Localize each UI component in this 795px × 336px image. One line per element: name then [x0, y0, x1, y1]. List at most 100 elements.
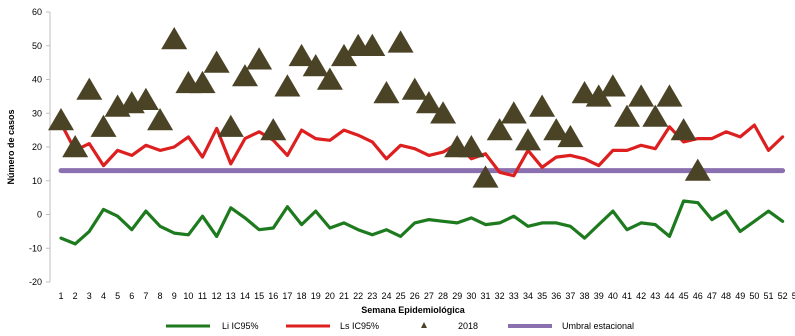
x-tick-label: 17	[282, 291, 292, 301]
x-tick-label: 27	[424, 291, 434, 301]
x-tick-label: 32	[495, 291, 505, 301]
point-2018	[585, 84, 612, 107]
x-tick-label: 28	[438, 291, 448, 301]
point-2018	[331, 43, 357, 67]
y-tick-label: -10	[29, 243, 42, 253]
point-2018	[387, 30, 414, 53]
legend: Li IC95% Ls IC95% 2018 Umbral estacional	[166, 321, 634, 331]
x-tick-label: 40	[608, 291, 618, 301]
legend-label-2018: 2018	[458, 321, 478, 331]
x-tick-label: 23	[367, 291, 377, 301]
x-tick-label: 11	[198, 291, 207, 301]
point-2018	[373, 81, 400, 104]
point-2018	[529, 94, 556, 117]
point-2018	[359, 33, 386, 56]
x-tick-label: 52	[778, 291, 788, 301]
point-2018	[670, 118, 697, 141]
x-tick-label: 20	[325, 291, 335, 301]
x-tick-label: 51	[763, 291, 773, 301]
point-2018	[430, 101, 457, 124]
x-tick-label: 48	[721, 291, 731, 301]
x-tick-label: 49	[735, 291, 745, 301]
y-tick-label: 0	[37, 210, 42, 220]
legend-item-umbral: Umbral estacional	[508, 321, 634, 331]
legend-item-2018: 2018	[421, 321, 478, 331]
x-tick-label: 45	[679, 291, 689, 301]
point-2018	[500, 101, 527, 124]
legend-item-li: Li IC95%	[166, 321, 259, 331]
point-2018	[288, 43, 315, 67]
point-2018	[189, 70, 216, 94]
point-2018	[472, 165, 499, 188]
x-tick-label: 36	[551, 291, 561, 301]
x-tick-label: 13	[226, 291, 236, 301]
x-tick-label: 53	[792, 291, 795, 301]
legend-item-ls: Ls IC95%	[286, 321, 379, 331]
point-2018	[274, 74, 301, 97]
x-tick-label: 33	[509, 291, 519, 301]
x-tick-label: 26	[410, 291, 420, 301]
x-tick-label: 6	[129, 291, 134, 301]
point-2018	[415, 91, 442, 114]
x-tick-label: 2	[73, 291, 78, 301]
x-tick-label: 38	[580, 291, 590, 301]
x-tick-label: 4	[101, 291, 106, 301]
legend-label-li: Li IC95%	[222, 321, 259, 331]
y-axis-title: Número de casos	[6, 109, 16, 184]
y-tick-label: 50	[32, 41, 42, 51]
x-tick-label: 35	[537, 291, 547, 301]
x-tick-label: 21	[339, 291, 349, 301]
x-tick-label: 31	[480, 291, 490, 301]
y-tick-label: 60	[32, 7, 42, 17]
x-tick-label: 10	[183, 291, 193, 301]
x-tick-label: 3	[87, 291, 92, 301]
point-2018	[232, 64, 258, 87]
x-tick-label: 47	[707, 291, 717, 301]
point-2018	[642, 104, 669, 127]
y-tick-label: 10	[32, 176, 42, 186]
x-tick-label: 5	[115, 291, 120, 301]
point-2018	[656, 84, 683, 107]
point-2018	[246, 47, 273, 70]
legend-label-umbral: Umbral estacional	[562, 321, 634, 331]
x-tick-label: 29	[452, 291, 462, 301]
point-2018	[132, 87, 159, 110]
point-2018	[684, 158, 711, 181]
point-2018	[628, 84, 655, 107]
legend-label-ls: Ls IC95%	[340, 321, 379, 331]
point-2018	[260, 118, 287, 141]
x-tick-label: 14	[240, 291, 250, 301]
point-2018	[203, 50, 230, 73]
series-line-ls-ic95	[59, 121, 785, 178]
y-tick-label: 40	[32, 75, 42, 85]
point-2018	[302, 54, 329, 77]
point-2018	[515, 128, 541, 151]
x-tick-label: 18	[297, 291, 307, 301]
point-2018	[316, 67, 343, 90]
x-tick-label: 16	[268, 291, 278, 301]
axes	[46, 11, 51, 283]
legend-swatch-2018	[421, 322, 427, 328]
y-tick-label: -20	[29, 277, 42, 287]
point-2018	[48, 108, 74, 131]
y-tick-label: 20	[32, 142, 42, 152]
x-tick-label: 7	[143, 291, 148, 301]
x-tick-label: 1	[58, 291, 63, 301]
point-2018	[557, 124, 584, 148]
series-layer	[48, 27, 786, 246]
point-2018	[614, 104, 640, 127]
point-2018	[458, 135, 485, 158]
x-tick-label: 19	[311, 291, 321, 301]
x-tick-label: 42	[636, 291, 646, 301]
point-2018	[543, 118, 570, 141]
series-line-li-ic95	[59, 199, 785, 246]
x-tick-label: 30	[466, 291, 476, 301]
x-tick-label: 43	[650, 291, 660, 301]
x-tick-label: 39	[594, 291, 604, 301]
point-2018	[90, 114, 117, 137]
point-2018	[76, 77, 103, 100]
x-tick-label: 44	[664, 291, 674, 301]
x-tick-label: 24	[381, 291, 391, 301]
